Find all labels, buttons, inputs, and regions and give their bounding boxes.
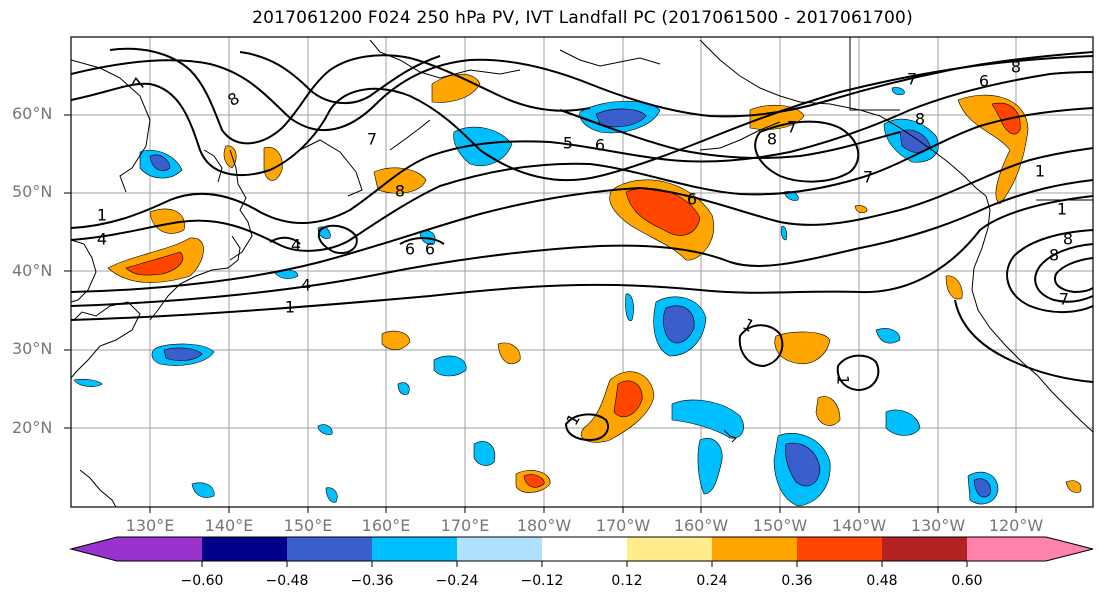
positive-anomaly-fills: [107, 73, 1082, 493]
colorbar-tick-label: −0.12: [520, 573, 564, 589]
colorbar-tick-label: 0.36: [781, 573, 813, 589]
contour-label: 4: [97, 230, 107, 249]
lon-label-140e: 140°E: [204, 516, 254, 535]
lon-label-130e: 130°E: [125, 516, 175, 535]
lat-label-30n: 30°N: [12, 339, 53, 358]
contour-label: 6: [979, 72, 989, 91]
contour-label: 1: [834, 375, 853, 385]
colorbar-tick-label: −0.60: [180, 573, 224, 589]
contour-label: 6: [425, 240, 435, 259]
contour-label: 7: [367, 130, 377, 149]
lon-label-160w: 160°W: [673, 516, 729, 535]
colorbar-tick-label: 0.24: [696, 573, 728, 589]
colorbar-tick-label: −0.36: [350, 573, 394, 589]
contour-label: 1: [97, 206, 107, 225]
lat-label-40n: 40°N: [12, 261, 53, 280]
colorbar-swatch: [542, 537, 627, 561]
map-frame: [70, 36, 1094, 508]
colorbar-swatch: [967, 537, 1046, 561]
colorbar-tick-label: −0.24: [435, 573, 479, 589]
contour-label: 6: [687, 190, 697, 209]
pv-contours: [71, 47, 1093, 442]
colorbar-swatch: [457, 537, 542, 561]
colorbar-swatch: [627, 537, 712, 561]
colorbar-swatch: [287, 537, 372, 561]
contour-label: 5: [563, 134, 573, 153]
colorbar-tick-label: −0.48: [265, 573, 309, 589]
contour-label: 1: [1057, 200, 1067, 219]
contour-label: 1: [285, 298, 295, 317]
contour-label: 8: [1049, 246, 1059, 265]
contour-label: 8: [1011, 58, 1021, 77]
colorbar-swatch: [712, 537, 797, 561]
lat-label-20n: 20°N: [12, 418, 53, 437]
colorbar-outline: [69, 536, 1094, 562]
contour-label: 8: [915, 110, 925, 129]
colorbar-tick-label: 0.12: [611, 573, 643, 589]
contour-label: 6: [595, 136, 605, 155]
colorbar-swatch: [117, 537, 202, 561]
contour-label: 4: [301, 276, 311, 295]
lon-label-130w: 130°W: [910, 516, 966, 535]
colorbar-swatch: [202, 537, 287, 561]
contour-label: 4: [291, 236, 301, 255]
lon-label-160e: 160°E: [361, 516, 411, 535]
map-title: 2017061200 F024 250 hPa PV, IVT Landfall…: [252, 8, 913, 28]
contour-label: 7: [907, 70, 917, 89]
lon-label-150e: 150°E: [283, 516, 333, 535]
coastlines: [71, 37, 1093, 507]
contour-label: 6: [405, 240, 415, 259]
lat-label-60n: 60°N: [12, 104, 53, 123]
lat-label-50n: 50°N: [12, 182, 53, 201]
colorbar-swatch: [372, 537, 457, 561]
colorbar-swatch: [882, 537, 967, 561]
contour-label: 8: [767, 130, 777, 149]
colorbar-tick-label: 0.60: [951, 573, 983, 589]
colorbar-tick-label: 0.48: [866, 573, 898, 589]
axis-ticks: [64, 114, 1017, 513]
lon-label-170e: 170°E: [440, 516, 490, 535]
contour-label: 8: [224, 88, 242, 110]
contour-label: 7: [128, 74, 150, 92]
colorbar: [69, 536, 1094, 567]
contour-label: 7: [1059, 290, 1069, 309]
lon-label-150w: 150°W: [752, 516, 808, 535]
lon-label-170w: 170°W: [595, 516, 651, 535]
contour-label: 1: [1035, 162, 1045, 181]
contour-label: 8: [1063, 230, 1073, 249]
lon-label-180w: 180°W: [516, 516, 572, 535]
contour-label: 8: [395, 182, 405, 201]
colorbar-extend-right: [1046, 537, 1093, 561]
colorbar-extend-left: [71, 537, 117, 561]
contour-label: 7: [863, 168, 873, 187]
lon-label-140w: 140°W: [831, 516, 887, 535]
contour-label: 7: [787, 118, 797, 137]
lon-label-120w: 120°W: [988, 516, 1044, 535]
colorbar-swatch: [797, 537, 882, 561]
